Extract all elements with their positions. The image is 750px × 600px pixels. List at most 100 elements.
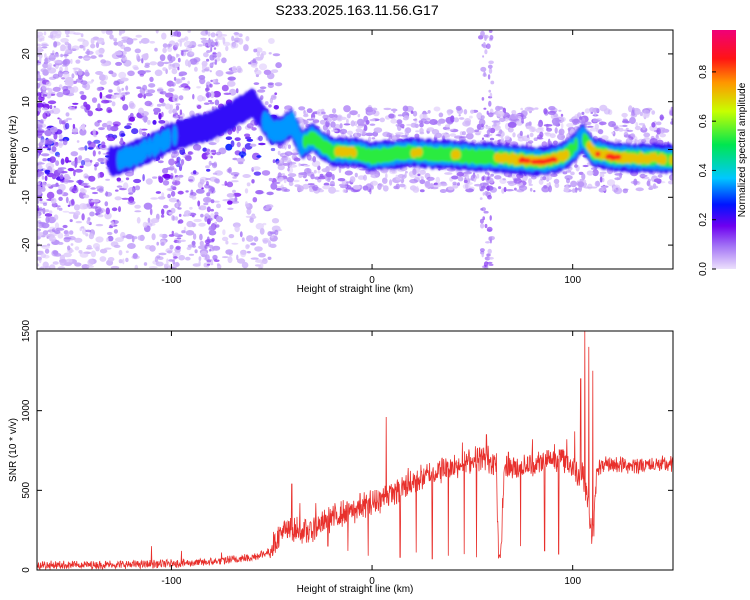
band-blob [210, 32, 216, 38]
noise-blob [71, 73, 75, 79]
noise-blob [419, 169, 426, 175]
noise-blob [46, 191, 55, 199]
noise-blob [312, 156, 317, 163]
band-blob [181, 77, 186, 81]
noise-blob [156, 255, 161, 259]
noise-blob [582, 164, 589, 168]
band-blob [486, 110, 489, 115]
noise-blob [369, 188, 372, 195]
band-blob [176, 157, 179, 164]
noise-blob [238, 151, 247, 157]
noise-blob [426, 176, 435, 181]
noise-blob [527, 140, 534, 144]
noise-blob [106, 231, 113, 236]
noise-blob [45, 216, 50, 224]
noise-blob [113, 39, 117, 42]
y-tick-label: 500 [21, 482, 32, 499]
noise-blob [259, 86, 267, 90]
noise-blob [601, 185, 607, 192]
noise-blob [163, 204, 169, 209]
noise-blob [225, 136, 233, 140]
noise-blob [48, 54, 56, 61]
noise-blob [116, 185, 123, 188]
noise-blob [196, 104, 202, 110]
band-blob [486, 185, 490, 192]
noise-blob [67, 167, 75, 172]
noise-blob [457, 182, 460, 186]
band-blob [171, 230, 174, 235]
ridge-blob [453, 149, 461, 160]
noise-blob [652, 183, 657, 189]
band-blob [212, 172, 218, 175]
noise-blob [90, 250, 97, 258]
band-blob [488, 236, 495, 241]
noise-blob [438, 112, 444, 118]
noise-blob [246, 251, 251, 254]
noise-blob [268, 52, 272, 55]
noise-blob [139, 40, 142, 44]
noise-blob [502, 178, 506, 181]
band-blob [487, 74, 491, 80]
noise-blob [636, 139, 640, 143]
noise-blob [110, 265, 120, 269]
noise-blob [125, 85, 129, 91]
noise-blob [309, 186, 313, 192]
band-blob [203, 202, 209, 206]
noise-blob [526, 134, 530, 138]
noise-blob [595, 180, 600, 187]
noise-blob [270, 235, 274, 239]
noise-blob [356, 125, 364, 128]
noise-blob [101, 122, 108, 128]
noise-blob [408, 171, 414, 177]
noise-blob [116, 177, 122, 182]
noise-blob [546, 183, 550, 187]
noise-blob [44, 57, 48, 65]
noise-blob [71, 161, 79, 166]
spectrogram-x-axis-label: Height of straight line (km) [297, 284, 414, 295]
noise-blob [85, 229, 92, 233]
noise-blob [642, 113, 650, 119]
noise-blob [56, 91, 64, 98]
noise-blob [489, 187, 497, 193]
noise-blob [56, 189, 63, 195]
noise-blob [254, 246, 263, 252]
noise-blob [80, 33, 84, 38]
noise-blob [135, 34, 142, 38]
noise-blob [74, 105, 78, 109]
noise-blob [194, 66, 198, 72]
noise-blob [383, 107, 392, 111]
noise-blob [101, 144, 106, 149]
noise-blob [60, 38, 69, 43]
noise-blob [237, 161, 244, 165]
noise-blob [72, 102, 79, 105]
noise-blob [123, 182, 129, 190]
noise-blob [149, 208, 153, 216]
noise-blob [257, 89, 266, 93]
noise-blob [639, 174, 648, 177]
noise-blob [266, 72, 275, 80]
noise-blob [192, 93, 195, 100]
noise-blob [237, 258, 246, 264]
noise-blob [314, 176, 321, 180]
noise-blob [250, 242, 257, 246]
noise-blob [201, 39, 210, 44]
noise-blob [65, 258, 73, 264]
noise-blob [668, 174, 673, 181]
noise-blob [659, 116, 665, 119]
noise-blob [229, 88, 237, 96]
noise-blob [58, 141, 63, 148]
band-blob [485, 43, 491, 49]
band-blob [180, 84, 186, 87]
noise-blob [144, 64, 150, 69]
noise-blob [271, 218, 280, 224]
noise-blob [469, 178, 474, 181]
noise-blob [398, 120, 402, 127]
noise-blob [168, 197, 178, 203]
noise-blob [362, 185, 369, 191]
noise-blob [231, 180, 239, 183]
band-blob [174, 216, 178, 221]
noise-blob [260, 261, 264, 269]
noise-blob [207, 31, 211, 37]
noise-blob [369, 123, 376, 126]
noise-blob [232, 176, 237, 179]
